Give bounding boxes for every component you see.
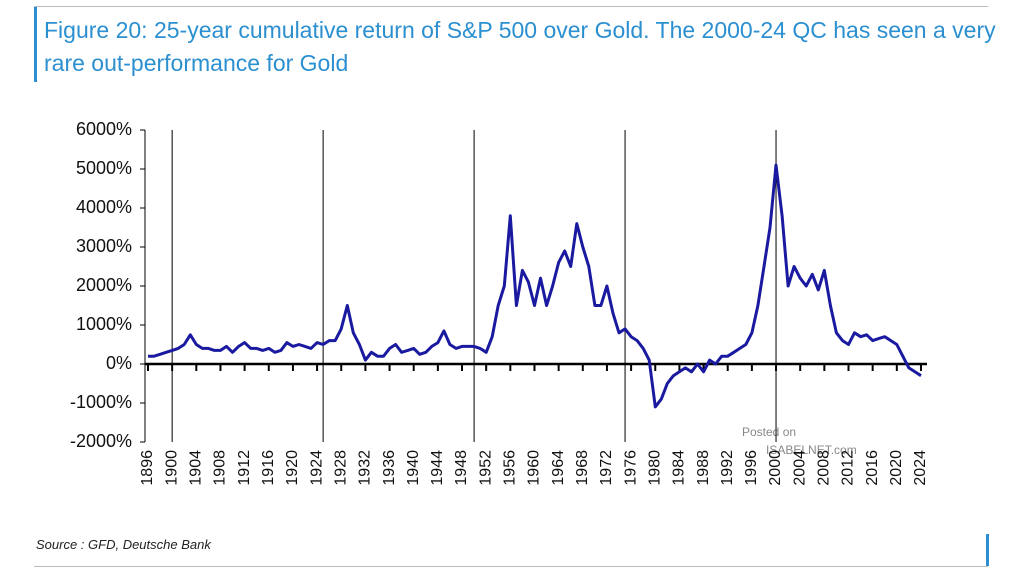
accent-bar [986,534,989,566]
x-tick-label: 1960 [526,450,543,486]
x-tick-label: 1916 [260,450,277,486]
x-tick-label: 1956 [502,450,519,486]
x-tick-label: 2016 [864,450,881,486]
y-tick-label: -1000% [70,392,132,412]
y-tick-label: 2000% [76,275,132,295]
watermark: Posted on [742,425,796,439]
y-tick-label: 4000% [76,197,132,217]
x-tick-label: 1964 [550,450,567,486]
y-tick-label: 0% [106,353,132,373]
x-tick-label: 1992 [719,450,736,486]
y-tick-label: 5000% [76,158,132,178]
x-tick-label: 1976 [622,450,639,486]
x-tick-label: 1928 [332,450,349,486]
x-tick-label: 1980 [646,450,663,486]
x-tick-label: 1996 [743,450,760,486]
x-tick-label: 1968 [574,450,591,486]
x-tick-label: 1948 [453,450,470,486]
x-tick-label: 1952 [477,450,494,486]
x-tick-label: 1896 [139,450,156,486]
top-rule [34,6,988,7]
data-line [148,163,922,409]
x-tick-label: 1904 [188,450,205,486]
y-tick-label: 6000% [76,119,132,139]
y-tick-label: 1000% [76,314,132,334]
y-tick-label: 3000% [76,236,132,256]
x-tick-label: 2004 [791,450,808,486]
x-tick-label: 1920 [284,450,301,486]
x-tick-label: 1912 [236,450,253,486]
x-tick-label: 1936 [381,450,398,486]
x-tick-label: 2020 [888,450,905,486]
x-tick-label: 1940 [405,450,422,486]
x-tick-label: 2000 [767,450,784,486]
bottom-rule [34,566,988,567]
x-tick-label: 1924 [308,450,325,486]
x-tick-label: 2024 [912,450,929,486]
x-tick-label: 2012 [840,450,857,486]
x-tick-label: 2008 [816,450,833,486]
y-tick-label: -2000% [70,431,132,451]
source-note: Source : GFD, Deutsche Bank [36,537,211,552]
x-tick-label: 1944 [429,450,446,486]
x-tick-label: 1972 [598,450,615,486]
accent-bar [34,6,37,82]
x-tick-label: 1984 [671,450,688,486]
x-tick-label: 1908 [212,450,229,486]
x-tick-label: 1932 [357,450,374,486]
chart-title: Figure 20: 25-year cumulative return of … [44,17,996,76]
x-tick-label: 1988 [695,450,712,486]
watermark: ISABELNET.com [766,443,857,457]
x-tick-label: 1900 [163,450,180,486]
